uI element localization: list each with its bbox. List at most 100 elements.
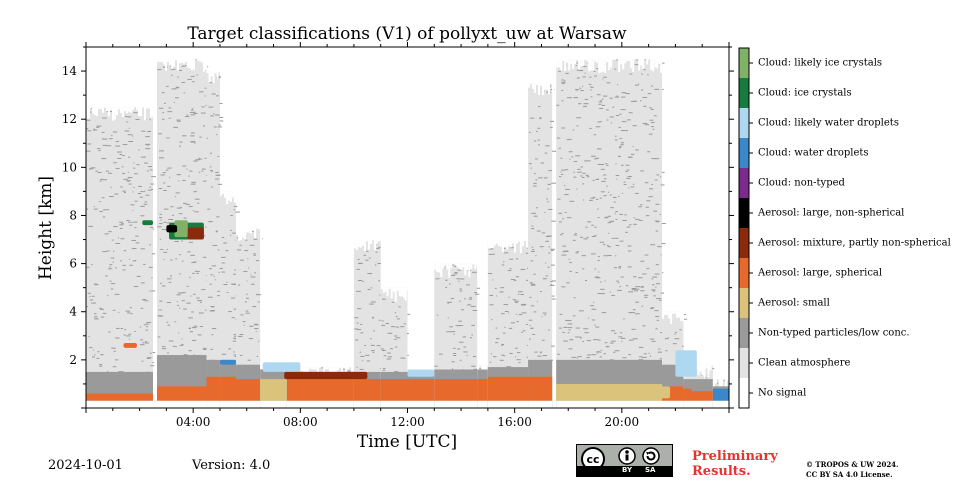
speckle <box>651 278 654 280</box>
no-signal-bottom <box>683 400 692 408</box>
speckle <box>548 252 551 254</box>
speckle <box>583 105 587 107</box>
speckle <box>211 93 216 95</box>
speckle <box>580 175 583 177</box>
speckle <box>496 338 500 340</box>
speckle <box>594 226 597 228</box>
speckle <box>174 196 176 198</box>
speckle <box>610 122 613 124</box>
speckle <box>182 180 186 182</box>
speckle <box>604 178 607 180</box>
speckle <box>601 104 606 106</box>
speckle <box>600 293 605 295</box>
speckle <box>148 266 153 268</box>
speckle <box>609 97 613 99</box>
ice-cloud-streak <box>142 220 153 226</box>
speckle <box>167 185 171 187</box>
speckle <box>495 327 498 329</box>
speckle <box>144 341 147 343</box>
speckle <box>526 267 529 269</box>
speckle <box>578 336 582 338</box>
speckle <box>141 360 144 362</box>
ragged-edge <box>326 367 329 370</box>
speckle <box>654 273 660 275</box>
speckle <box>135 119 140 121</box>
speckle <box>173 101 175 103</box>
speckle <box>181 82 186 84</box>
speckle <box>176 301 178 303</box>
speckle <box>532 249 535 251</box>
speckle <box>566 217 572 219</box>
speckle <box>133 167 136 169</box>
speckle <box>610 330 615 332</box>
speckle <box>96 357 100 359</box>
speckle <box>611 237 614 239</box>
speckle <box>122 190 126 192</box>
speckle <box>529 282 533 284</box>
speckle <box>533 273 536 275</box>
speckle <box>135 242 140 244</box>
speckle <box>577 77 580 79</box>
ragged-edge <box>353 239 356 249</box>
ragged-edge <box>256 227 259 229</box>
ragged-edge <box>660 59 663 73</box>
speckle <box>550 248 555 250</box>
speckle <box>575 252 579 254</box>
speckle <box>118 311 120 313</box>
speckle <box>590 197 595 199</box>
speckle <box>178 180 180 182</box>
speckle <box>584 160 588 162</box>
speckle <box>460 278 465 280</box>
legend-label: Cloud: ice crystals <box>758 87 852 99</box>
speckle <box>619 240 624 242</box>
speckle <box>515 258 519 260</box>
speckle <box>145 148 151 150</box>
speckle <box>627 119 631 121</box>
speckle <box>515 356 517 358</box>
speckle <box>591 253 596 255</box>
speckle <box>115 267 117 269</box>
speckle <box>623 318 625 320</box>
ragged-edge <box>221 191 224 194</box>
cc-license-badge: cc BY SA <box>576 444 673 477</box>
speckle <box>643 353 647 355</box>
ragged-edge <box>106 107 108 112</box>
speckle <box>561 89 564 91</box>
ragged-edge <box>568 59 571 71</box>
speckle <box>159 300 163 302</box>
speckle <box>450 297 455 299</box>
speckle <box>568 329 571 331</box>
ragged-edge <box>521 239 524 247</box>
speckle <box>659 176 662 178</box>
speckle <box>612 197 617 199</box>
ragged-edge <box>216 71 219 80</box>
speckle <box>190 114 196 116</box>
speckle <box>584 332 589 334</box>
speckle <box>568 258 570 260</box>
speckle <box>202 256 207 258</box>
ragged-edge <box>252 227 255 231</box>
speckle <box>595 277 601 279</box>
speckle <box>91 356 96 358</box>
speckle <box>119 221 124 223</box>
speckle <box>599 107 604 109</box>
speckle <box>593 70 596 72</box>
likely-ice-patch <box>174 220 188 238</box>
speckle <box>122 269 126 271</box>
speckle <box>360 323 363 325</box>
speckle <box>209 166 212 168</box>
no-signal-bottom <box>662 400 684 408</box>
ragged-edge <box>390 287 393 299</box>
speckle <box>472 271 477 273</box>
speckle <box>591 155 596 157</box>
speckle <box>98 150 101 152</box>
speckle <box>139 196 143 198</box>
speckle <box>223 242 227 244</box>
ragged-edge <box>654 59 657 68</box>
speckle <box>565 72 569 74</box>
ragged-edge <box>703 364 706 379</box>
speckle <box>354 317 359 319</box>
ragged-edge <box>487 239 490 249</box>
speckle <box>144 300 149 302</box>
speckle <box>592 196 596 198</box>
